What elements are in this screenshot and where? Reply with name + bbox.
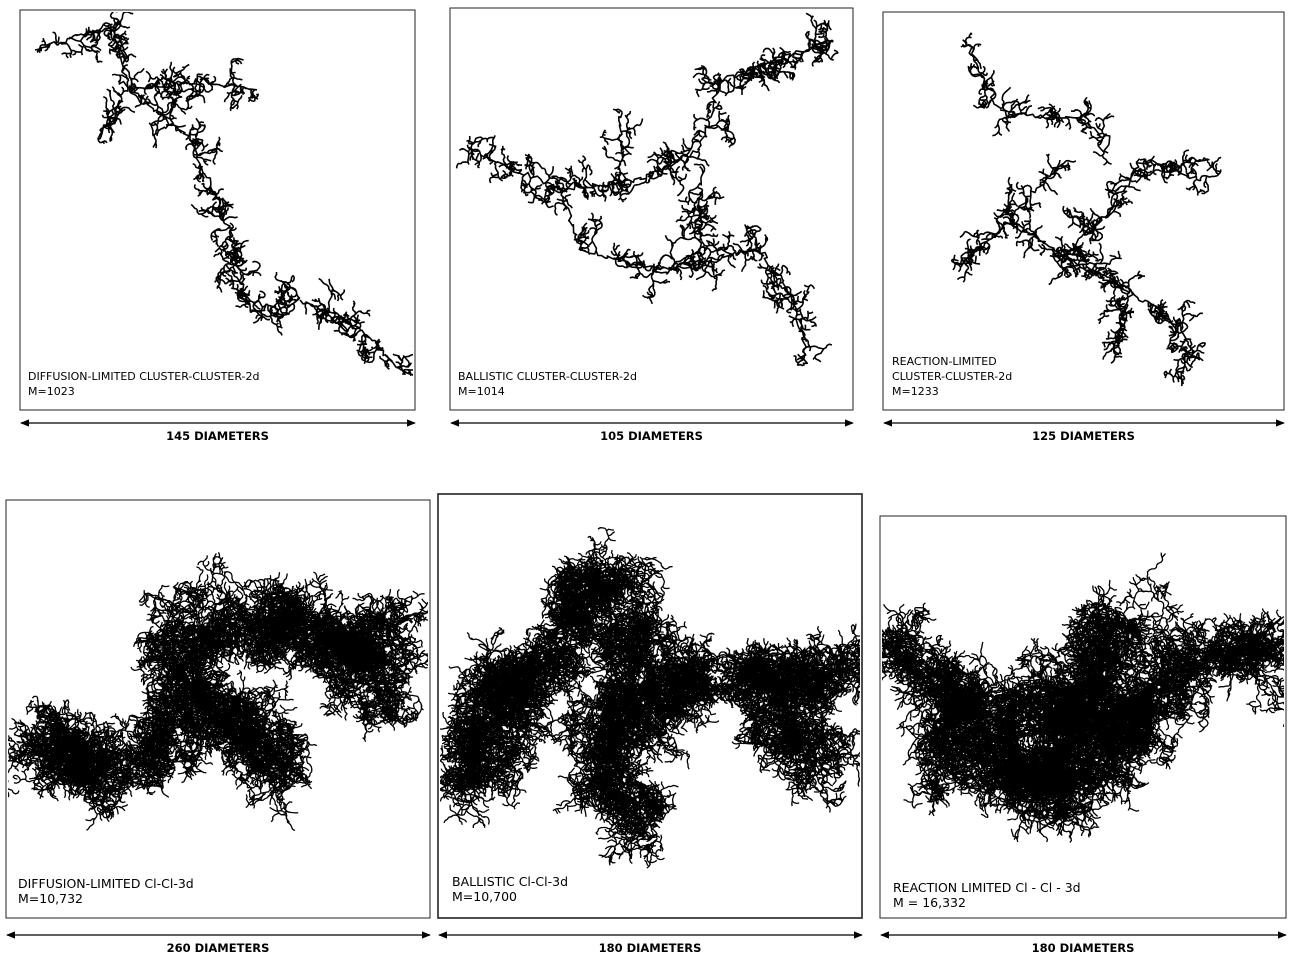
panel-label: DIFFUSION-LIMITED CLUSTER-CLUSTER-2d xyxy=(28,370,260,383)
panel: DIFFUSION-LIMITED Cl-Cl-3dM=10,732 260 DI… xyxy=(0,500,440,955)
panel: BALLISTIC CLUSTER-CLUSTER-2d M=1014 105 DI… xyxy=(450,8,853,443)
mass-label: M=1014 xyxy=(458,385,505,398)
scale-label: 105 DIAMETERS xyxy=(600,429,703,443)
mass-label: M=10,700 xyxy=(452,889,517,904)
panel: REACTION LIMITED Cl - Cl - 3dM = 16,332 1… xyxy=(850,516,1306,955)
mass-label: M=1023 xyxy=(28,385,75,398)
panel: BALLISTIC Cl-Cl-3dM=10,700 180 DIAMETERS xyxy=(418,494,888,955)
mass-label: M=1233 xyxy=(892,385,939,398)
panel-frame xyxy=(450,8,853,410)
scale-label: 180 DIAMETERS xyxy=(599,941,702,955)
panel-frame xyxy=(883,12,1284,410)
scale-label: 125 DIAMETERS xyxy=(1032,429,1135,443)
panel: DIFFUSION-LIMITED CLUSTER-CLUSTER-2d M=10… xyxy=(20,5,429,443)
mass-label: M = 16,332 xyxy=(893,895,966,910)
panel-label: CLUSTER-CLUSTER-2d xyxy=(892,370,1012,383)
panel: REACTION-LIMITED CLUSTER-CLUSTER-2d M=1233… xyxy=(883,12,1284,443)
scale-label: 145 DIAMETERS xyxy=(166,429,269,443)
panel-label: BALLISTIC CLUSTER-CLUSTER-2d xyxy=(458,370,637,383)
mass-label: M=10,732 xyxy=(18,891,83,906)
panel-label: DIFFUSION-LIMITED Cl-Cl-3d xyxy=(18,876,194,891)
scale-label: 260 DIAMETERS xyxy=(167,941,270,955)
panel-label: REACTION-LIMITED xyxy=(892,355,997,368)
panel-label: BALLISTIC Cl-Cl-3d xyxy=(452,874,568,889)
figure: DIFFUSION-LIMITED CLUSTER-CLUSTER-2d M=10… xyxy=(0,0,1306,955)
panel-label: REACTION LIMITED Cl - Cl - 3d xyxy=(893,880,1081,895)
scale-label: 180 DIAMETERS xyxy=(1032,941,1135,955)
